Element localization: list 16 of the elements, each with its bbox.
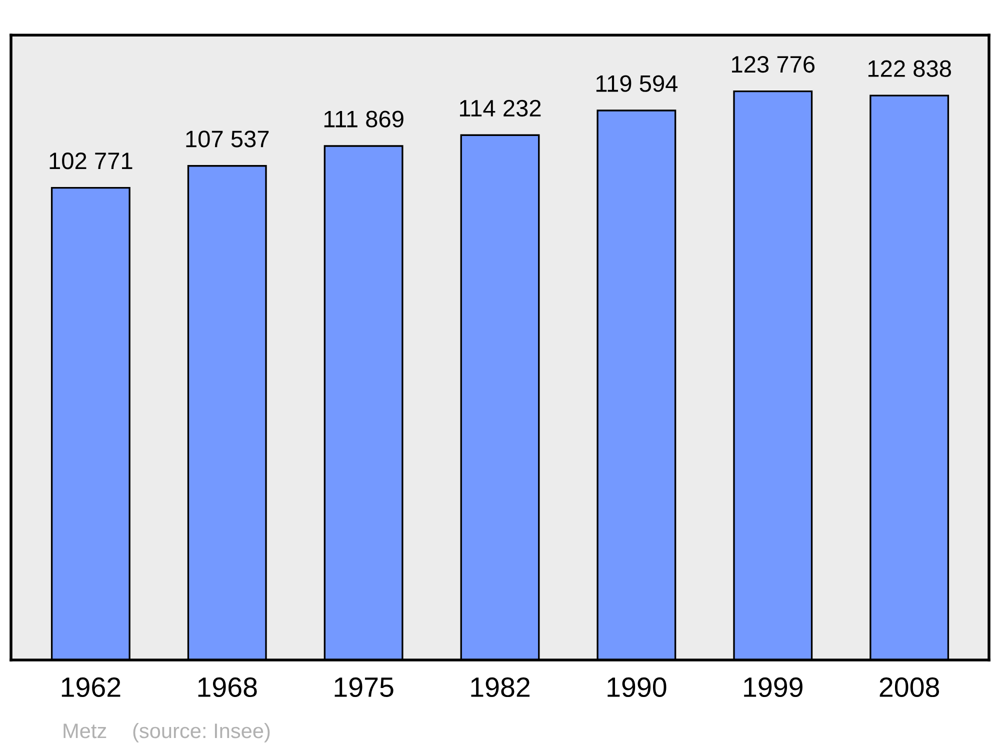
x-tick-label: 2008 xyxy=(880,677,940,698)
data-label: 111 869 xyxy=(324,110,404,128)
data-label: 123 776 xyxy=(732,56,815,73)
x-tick-label: 1975 xyxy=(334,677,394,698)
x-tick-label: 1962 xyxy=(62,677,120,698)
data-label: 107 537 xyxy=(186,130,269,148)
data-label: 122 838 xyxy=(868,60,951,78)
text: Metz xyxy=(64,724,106,738)
x-tick-label: 1999 xyxy=(744,677,802,698)
data-label: 102 771 xyxy=(50,152,132,170)
text: (source: Insee) xyxy=(133,722,270,742)
x-tick-label: 1982 xyxy=(471,677,530,698)
data-label: 119 594 xyxy=(596,75,678,92)
data-label: 114 232 xyxy=(460,100,541,117)
x-tick-label: 1990 xyxy=(608,677,666,698)
x-tick-label: 1968 xyxy=(198,677,257,698)
